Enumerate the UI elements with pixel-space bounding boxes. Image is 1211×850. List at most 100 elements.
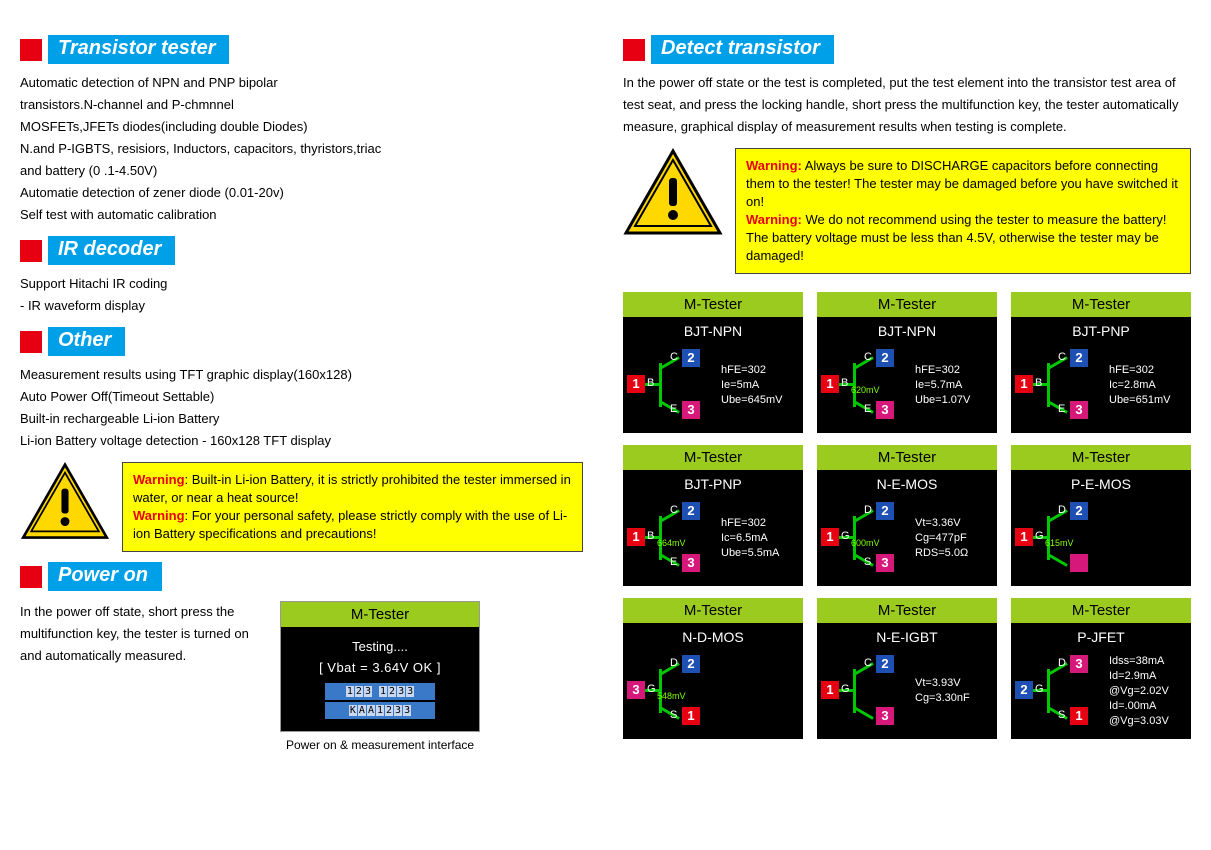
detect-body: In the power off state or the test is co… bbox=[623, 72, 1191, 138]
schematic-icon: 1B2C3E664mV bbox=[627, 498, 717, 578]
pin-label: G bbox=[1035, 530, 1044, 542]
warning-text: : Built-in Li-ion Battery, it is strictl… bbox=[133, 472, 571, 505]
tester-cell-body: 1B2C3E620mVhFE=302Ie=5.7mAUbe=1.07V bbox=[817, 341, 997, 433]
schematic-note: 615mV bbox=[1045, 538, 1074, 548]
tester-cell-type: P-JFET bbox=[1011, 623, 1191, 647]
section-other: Other Measurement results using TFT grap… bbox=[20, 327, 583, 452]
pin-badge: 1 bbox=[1015, 375, 1033, 393]
tester-cell-body: 3G2D1S548mV bbox=[623, 647, 803, 739]
schematic-icon: 3G2D1S548mV bbox=[627, 651, 717, 731]
pin-label: B bbox=[1035, 377, 1042, 389]
pin-badge: 1 bbox=[627, 375, 645, 393]
pin-label: C bbox=[864, 351, 872, 363]
tester-cell-head: M-Tester bbox=[1011, 598, 1191, 623]
section-title: Power on bbox=[48, 562, 162, 591]
pin-label: C bbox=[864, 657, 872, 669]
tester-cell-body: 1G2D3S600mVVt=3.36VCg=477pFRDS=5.0Ω bbox=[817, 494, 997, 586]
pin-badge: 2 bbox=[1015, 681, 1033, 699]
schematic-icon: 1G2C3 bbox=[821, 651, 911, 731]
pin-badge: 3 bbox=[1070, 655, 1088, 673]
tester-cell-params: Vt=3.93VCg=3.30nF bbox=[915, 676, 970, 706]
power-on-body: In the power off state, short press the … bbox=[20, 601, 250, 667]
tester-cell-head: M-Tester bbox=[623, 292, 803, 317]
pin-badge: 1 bbox=[682, 707, 700, 725]
warning-box: Warning: Always be sure to DISCHARGE cap… bbox=[735, 148, 1191, 274]
warning-label: Warning: bbox=[746, 158, 802, 173]
pin-label: D bbox=[1058, 504, 1066, 516]
warning-label: Warning: bbox=[746, 212, 802, 227]
section-header: IR decoder bbox=[20, 236, 583, 265]
warning-row: Warning: Always be sure to DISCHARGE cap… bbox=[623, 148, 1191, 274]
pin-label: S bbox=[670, 709, 677, 721]
warning-text: We do not recommend using the tester to … bbox=[746, 212, 1167, 263]
tester-reading-row: 123 1233 bbox=[325, 683, 435, 700]
tester-cell-type: N-E-MOS bbox=[817, 470, 997, 494]
pin-badge: 3 bbox=[876, 554, 894, 572]
pin-label: S bbox=[1058, 709, 1065, 721]
tester-cell-type: BJT-NPN bbox=[817, 317, 997, 341]
schematic-icon: 2G3D1S bbox=[1015, 651, 1105, 731]
tester-cell-params: Idss=38mAId=2.9mA@Vg=2.02VId=.00mA@Vg=3.… bbox=[1109, 654, 1169, 729]
tester-cell: M-TesterP-E-MOS 1G2D615mV bbox=[1011, 445, 1191, 586]
warning-label: Warning bbox=[133, 472, 185, 487]
section-power-on: Power on In the power off state, short p… bbox=[20, 562, 583, 752]
section-header: Other bbox=[20, 327, 583, 356]
tester-cell-type: BJT-PNP bbox=[1011, 317, 1191, 341]
pin-badge: 2 bbox=[876, 655, 894, 673]
pin-label: E bbox=[864, 403, 871, 415]
tester-cell: M-TesterN-E-MOS 1G2D3S600mVVt=3.36VCg=47… bbox=[817, 445, 997, 586]
pin-badge: 1 bbox=[1070, 707, 1088, 725]
section-title: Transistor tester bbox=[48, 35, 229, 64]
warning-box: Warning: Built-in Li-ion Battery, it is … bbox=[122, 462, 583, 552]
pin-label: S bbox=[864, 556, 871, 568]
pin-badge: 2 bbox=[876, 502, 894, 520]
red-square-icon bbox=[623, 39, 645, 61]
warning-text: Always be sure to DISCHARGE capacitors b… bbox=[746, 158, 1178, 209]
pin-label: C bbox=[670, 504, 678, 516]
pin-badge: 2 bbox=[1070, 502, 1088, 520]
tester-cell-type: BJT-PNP bbox=[623, 470, 803, 494]
tester-cell-head: M-Tester bbox=[817, 598, 997, 623]
pin-label: D bbox=[670, 657, 678, 669]
tester-cell-type: N-E-IGBT bbox=[817, 623, 997, 647]
pin-badge: 2 bbox=[682, 655, 700, 673]
tester-cell-params: hFE=302Ie=5.7mAUbe=1.07V bbox=[915, 363, 970, 408]
red-square-icon bbox=[20, 39, 42, 61]
warning-triangle-icon bbox=[20, 462, 110, 542]
pin-badge bbox=[1070, 554, 1088, 572]
pin-label: D bbox=[864, 504, 872, 516]
schematic-note: 548mV bbox=[657, 691, 686, 701]
pin-label: G bbox=[1035, 683, 1044, 695]
tester-cell: M-TesterBJT-PNP 1B2C3E664mVhFE=302Ic=6.5… bbox=[623, 445, 803, 586]
warning-text: : For your personal safety, please stric… bbox=[133, 508, 567, 541]
section-title: Other bbox=[48, 327, 125, 356]
display-caption: Power on & measurement interface bbox=[280, 738, 480, 752]
section-header: Transistor tester bbox=[20, 35, 583, 64]
pin-label: B bbox=[841, 377, 848, 389]
tester-cell-params: hFE=302Ic=6.5mAUbe=5.5mA bbox=[721, 516, 779, 561]
tester-cell-head: M-Tester bbox=[623, 445, 803, 470]
tester-cell-body: 2G3D1SIdss=38mAId=2.9mA@Vg=2.02VId=.00mA… bbox=[1011, 647, 1191, 739]
schematic-icon: 1B2C3E620mV bbox=[821, 345, 911, 425]
section-body: Automatic detection of NPN and PNP bipol… bbox=[20, 72, 583, 226]
pin-label: E bbox=[670, 556, 677, 568]
tester-cell-body: 1B2C3E664mVhFE=302Ic=6.5mAUbe=5.5mA bbox=[623, 494, 803, 586]
pin-label: E bbox=[1058, 403, 1065, 415]
pin-label: C bbox=[670, 351, 678, 363]
tester-cell-head: M-Tester bbox=[1011, 445, 1191, 470]
tester-cell: M-TesterN-E-IGBT 1G2C3Vt=3.93VCg=3.30nF bbox=[817, 598, 997, 739]
schematic-note: 664mV bbox=[657, 538, 686, 548]
pin-label: G bbox=[647, 683, 656, 695]
red-square-icon bbox=[20, 331, 42, 353]
tester-reading-row: KAA1233 bbox=[325, 702, 435, 719]
tester-cell-head: M-Tester bbox=[817, 445, 997, 470]
pin-badge: 1 bbox=[627, 528, 645, 546]
pin-badge: 2 bbox=[682, 349, 700, 367]
pin-label: B bbox=[647, 530, 654, 542]
pin-label: B bbox=[647, 377, 654, 389]
section-body: Support Hitachi IR coding - IR waveform … bbox=[20, 273, 583, 317]
pin-badge: 2 bbox=[876, 349, 894, 367]
tester-cell: M-TesterN-D-MOS 3G2D1S548mV bbox=[623, 598, 803, 739]
pin-label: G bbox=[841, 683, 850, 695]
tester-cell-type: N-D-MOS bbox=[623, 623, 803, 647]
